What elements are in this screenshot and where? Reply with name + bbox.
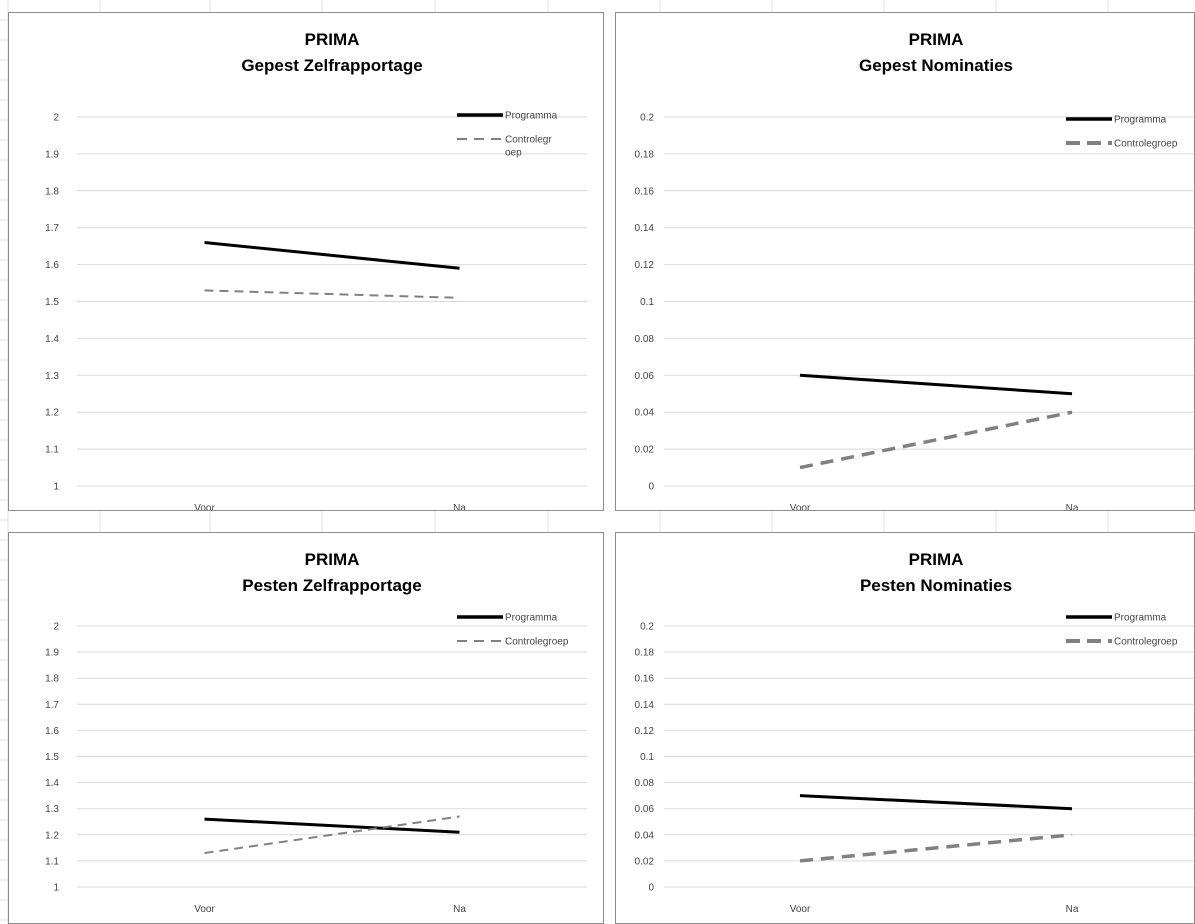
y-tick-label: 0.2	[640, 113, 654, 124]
x-tick-label: Na	[453, 904, 466, 915]
series-line-controlegroep	[799, 833, 1073, 863]
y-tick-label: 0.2	[640, 622, 654, 633]
x-tick-label: Na	[1066, 503, 1079, 511]
chart-title-line-2: Gepest Zelfrapportage	[241, 56, 422, 75]
series-line-controlegroep	[204, 289, 460, 299]
legend-label: Programma	[505, 111, 558, 122]
series-line-programma	[799, 794, 1073, 811]
y-tick-label: 1.4	[45, 334, 59, 345]
series-line-controlegroep	[204, 815, 460, 855]
chart-title-line-1: PRIMA	[909, 550, 964, 569]
y-tick-label: 0.04	[635, 830, 655, 841]
y-tick-label: 1.5	[45, 752, 59, 763]
y-tick-label: 0.16	[635, 674, 655, 685]
y-tick-label: 0.08	[635, 778, 655, 789]
chart-title-line-2: Gepest Nominaties	[859, 56, 1013, 75]
x-tick-label: Na	[453, 503, 466, 511]
y-tick-label: 1.5	[45, 297, 59, 308]
y-tick-label: 0.1	[640, 752, 654, 763]
series-line-programma	[204, 240, 460, 270]
y-tick-label: 0.08	[635, 334, 655, 345]
y-tick-label: 0.02	[635, 856, 655, 867]
x-tick-label: Voor	[790, 904, 811, 915]
x-tick-label: Voor	[194, 904, 215, 915]
legend-label: oep	[505, 148, 522, 159]
y-tick-label: 0.06	[635, 371, 655, 382]
legend-label: Programma	[1114, 115, 1167, 126]
y-tick-label: 0.1	[640, 297, 654, 308]
y-tick-label: 0.18	[635, 149, 655, 160]
y-tick-label: 2	[53, 113, 59, 124]
y-tick-label: 2	[53, 622, 59, 633]
legend-label: Controlegroep	[1114, 637, 1178, 648]
y-tick-label: 1	[53, 482, 59, 493]
y-tick-label: 1.4	[45, 778, 59, 789]
chart-title-line-1: PRIMA	[305, 550, 360, 569]
y-tick-label: 0.18	[635, 648, 655, 659]
legend-label: Programma	[505, 613, 558, 624]
series-line-programma	[204, 817, 460, 834]
legend-label: Controlegr	[505, 135, 552, 146]
y-tick-label: 0.04	[635, 408, 655, 419]
y-tick-label: 1.6	[45, 726, 59, 737]
y-tick-label: 0	[648, 482, 654, 493]
series-line-controlegroep	[799, 410, 1073, 470]
chart-gepest-nominaties: PRIMA Gepest Nominaties 0 0.02 0.04 0.06 0.08 0…	[615, 12, 1195, 511]
legend-label: Controlegroep	[505, 637, 569, 648]
y-tick-label: 1.2	[45, 408, 59, 419]
y-tick-label: 0.16	[635, 186, 655, 197]
y-tick-label: 1.1	[45, 856, 59, 867]
y-tick-label: 0.14	[635, 223, 655, 234]
y-tick-label: 1.8	[45, 186, 59, 197]
chart-title-line-1: PRIMA	[909, 30, 964, 49]
y-tick-label: 1.9	[45, 648, 59, 659]
y-tick-label: 0	[648, 883, 654, 894]
legend-label: Programma	[1114, 613, 1167, 624]
y-tick-label: 0.12	[635, 260, 655, 271]
x-tick-label: Voor	[194, 503, 215, 511]
chart-pesten-zelfrapportage: PRIMA Pesten Zelfrapportage 1 1.1 1.2 1.3 1.4 1…	[8, 532, 604, 924]
y-tick-label: 0.06	[635, 804, 655, 815]
y-tick-label: 1.2	[45, 830, 59, 841]
y-tick-label: 0.02	[635, 445, 655, 456]
y-tick-label: 1.6	[45, 260, 59, 271]
y-tick-label: 1.7	[45, 700, 59, 711]
y-tick-label: 1.3	[45, 371, 59, 382]
legend-label: Controlegroep	[1114, 139, 1178, 150]
y-tick-label: 1.7	[45, 223, 59, 234]
x-tick-label: Voor	[790, 503, 811, 511]
chart-title-line-2: Pesten Zelfrapportage	[242, 576, 422, 595]
y-tick-label: 1	[53, 883, 59, 894]
chart-title-line-2: Pesten Nominaties	[860, 576, 1012, 595]
chart-pesten-nominaties: PRIMA Pesten Nominaties 0 0.02 0.04 0.06 0.08 0…	[615, 532, 1195, 924]
y-tick-label: 0.14	[635, 700, 655, 711]
y-tick-label: 1.3	[45, 804, 59, 815]
chart-gepest-zelfrapportage: PRIMA Gepest Zelfrapportage 1 1.1 1.2 1.3 1.4 1…	[8, 12, 604, 511]
y-tick-label: 1.1	[45, 445, 59, 456]
series-line-programma	[799, 373, 1073, 396]
y-tick-label: 0.12	[635, 726, 655, 737]
x-tick-label: Na	[1066, 904, 1079, 915]
chart-title-line-1: PRIMA	[305, 30, 360, 49]
y-tick-label: 1.9	[45, 149, 59, 160]
y-tick-label: 1.8	[45, 674, 59, 685]
